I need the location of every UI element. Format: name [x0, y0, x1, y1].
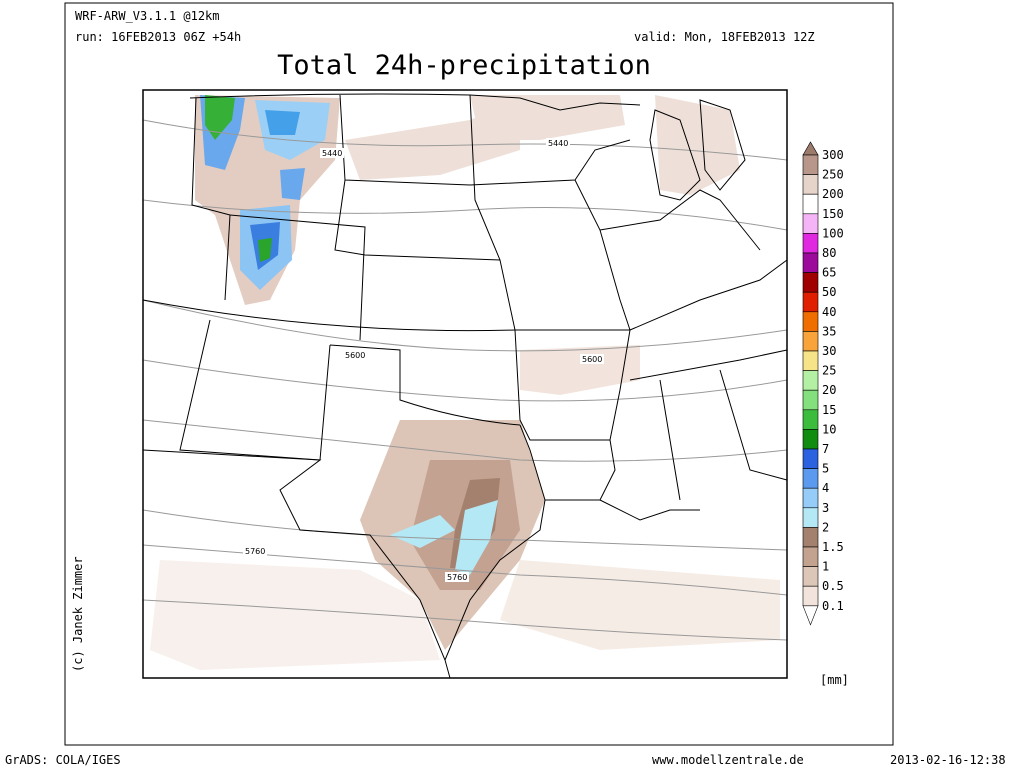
precip-areas — [150, 95, 780, 670]
colorbar-label: 5 — [822, 462, 829, 476]
colorbar-segment — [802, 331, 819, 352]
colorbar-segment — [802, 272, 819, 293]
colorbar-label: 25 — [822, 364, 836, 378]
colorbar-label: 1.5 — [822, 540, 844, 554]
colorbar-segment — [802, 585, 819, 607]
colorbar-label: 10 — [822, 422, 836, 436]
colorbar-label: 250 — [822, 168, 844, 182]
colorbar-segment — [802, 213, 819, 234]
colorbar-label: 30 — [822, 344, 836, 358]
contour-label-group: 5440 5440 5600 5600 5760 5760 — [243, 138, 604, 582]
footer-right: 2013-02-16-12:38 — [890, 753, 1006, 767]
colorbar-label: 200 — [822, 187, 844, 201]
contour-lines — [142, 119, 788, 641]
colorbar-segment — [802, 468, 819, 489]
credit: (c) Janek Zimmer — [71, 556, 85, 672]
colorbar-label: 20 — [822, 383, 836, 397]
colorbar: 300 250 200 150 100 80 65 50 40 35 30 25 20 15 10 7 5 4 3 2… — [802, 141, 844, 626]
state-borders — [142, 93, 788, 679]
colorbar-segment — [802, 507, 819, 528]
colorbar-segment — [802, 370, 819, 391]
colorbar-segment — [802, 233, 819, 254]
colorbar-label: 80 — [822, 246, 836, 260]
contour-label-bg — [243, 546, 267, 556]
contour-label-bg — [445, 572, 469, 582]
colorbar-label: 150 — [822, 207, 844, 221]
contour-label-bg — [343, 350, 367, 360]
contour-label: 5440 — [322, 149, 342, 158]
colorbar-label: 100 — [822, 226, 844, 240]
colorbar-arrow-bottom — [802, 605, 819, 626]
colorbar-segment — [802, 546, 819, 567]
title: Total 24h-precipitation — [277, 50, 651, 81]
map: 5440 5440 5600 5600 5760 5760 — [142, 89, 788, 679]
colorbar-label: 0.1 — [822, 599, 844, 613]
colorbar-segment — [802, 252, 819, 273]
colorbar-label: 2 — [822, 520, 829, 534]
contour-label-bg — [580, 354, 604, 364]
contour-label: 5760 — [447, 573, 467, 582]
contour-label: 5760 — [245, 547, 265, 556]
colorbar-arrow-top — [802, 141, 819, 156]
colorbar-label: 3 — [822, 501, 829, 515]
colorbar-label: 1 — [822, 560, 829, 574]
colorbar-label: 40 — [822, 305, 836, 319]
contour-label: 5440 — [548, 139, 568, 148]
footer-center: www.modellzentrale.de — [652, 753, 804, 767]
footer-left: GrADS: COLA/IGES — [5, 753, 121, 767]
contour-label: 5600 — [582, 355, 602, 364]
colorbar-segment — [802, 487, 819, 509]
colorbar-label: 4 — [822, 481, 829, 495]
colorbar-segment — [802, 193, 819, 215]
colorbar-unit: [mm] — [820, 673, 849, 687]
colorbar-segment — [802, 566, 819, 587]
colorbar-label: 50 — [822, 285, 836, 299]
colorbar-label: 15 — [822, 403, 836, 417]
frame — [64, 2, 894, 746]
colorbar-label: 0.5 — [822, 579, 844, 593]
contour-label: 5600 — [345, 351, 365, 360]
contour-label-bg — [546, 138, 570, 148]
colorbar-segment — [802, 291, 819, 313]
colorbar-segment — [802, 350, 819, 371]
colorbar-segment — [802, 311, 819, 332]
colorbar-label: 7 — [822, 442, 829, 456]
valid-label: valid: Mon, 18FEB2013 12Z — [634, 30, 815, 44]
run-label: run: 16FEB2013 06Z +54h — [75, 30, 241, 44]
colorbar-segment — [802, 527, 819, 548]
colorbar-segment — [802, 174, 819, 195]
colorbar-label: 300 — [822, 148, 844, 162]
colorbar-label: 35 — [822, 324, 836, 338]
colorbar-segment — [802, 448, 819, 469]
colorbar-segment — [802, 429, 819, 450]
colorbar-segment — [802, 409, 819, 430]
model-label: WRF-ARW_V3.1.1 @12km — [75, 9, 220, 23]
colorbar-segment — [802, 154, 819, 175]
colorbar-label: 65 — [822, 266, 836, 280]
map-border — [142, 89, 788, 679]
colorbar-segment — [802, 389, 819, 411]
contour-label-bg — [320, 148, 344, 158]
